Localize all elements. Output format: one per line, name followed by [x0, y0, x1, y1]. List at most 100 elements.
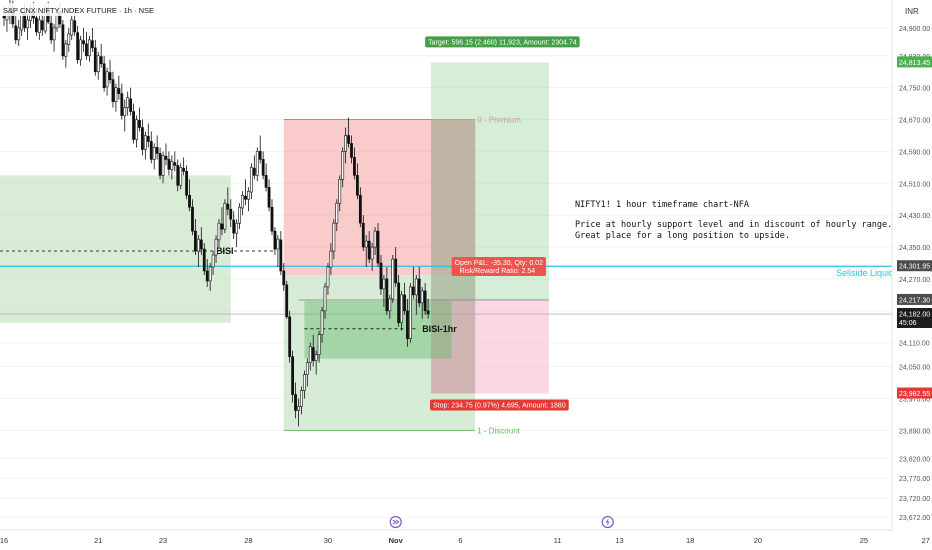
- candle-body: [288, 316, 292, 357]
- candle-body: [14, 25, 18, 41]
- target-tag-text: Target: 596.15 (2.460) 11,923, Amount: 2…: [428, 39, 577, 46]
- candle-body: [82, 40, 85, 45]
- forward-glyph: [392, 519, 400, 525]
- candle-body: [70, 19, 74, 36]
- candle-body: [64, 43, 68, 57]
- candle-body: [338, 179, 342, 204]
- currency-label: INR: [905, 7, 919, 16]
- price-badge-countdown: 45:06: [899, 320, 917, 327]
- candle-body: [238, 206, 242, 224]
- candle-body: [152, 147, 156, 160]
- candle-body: [52, 27, 56, 41]
- candle-body: [370, 246, 374, 260]
- candle-body: [120, 93, 124, 116]
- candle-body: [194, 230, 197, 252]
- price-tick: 23,672.00: [899, 515, 930, 522]
- candles: [2, 0, 430, 427]
- candle-body: [90, 40, 94, 49]
- candle-body: [323, 286, 327, 312]
- candle-body: [126, 97, 130, 108]
- candle-body: [217, 222, 221, 241]
- candle-body: [167, 159, 171, 170]
- timeframe: 1h: [124, 6, 132, 15]
- candle-body: [247, 190, 250, 200]
- price-tick: 24,270.00: [899, 277, 930, 284]
- exchange: NSE: [139, 6, 154, 15]
- position-stop-tag: Stop: 234.75 (0.97%) 4,695, Amount: 1880: [430, 399, 569, 411]
- price-badge-label: 23,982.55: [899, 391, 930, 398]
- price-badge: [897, 293, 932, 305]
- price-badge-label: 24,182.00: [899, 312, 930, 319]
- candle-body: [255, 151, 259, 176]
- price-axis-background: [892, 0, 932, 550]
- candle-body: [67, 33, 71, 45]
- stop-tag-background: [430, 399, 569, 411]
- candle-body: [373, 230, 377, 248]
- candle-body: [61, 24, 65, 57]
- time-tick: 23: [159, 536, 167, 545]
- annotation-note: NIFTY1! 1 hour timeframe chart-NFA Price…: [575, 200, 892, 241]
- time-tick: 27: [922, 536, 930, 545]
- candle-body: [129, 98, 133, 112]
- candle-body: [391, 258, 395, 300]
- candle-body: [111, 79, 115, 102]
- candle-body: [205, 270, 209, 282]
- price-tick: 24,670.00: [899, 118, 930, 125]
- bisi-1hr-zone: [304, 300, 452, 359]
- candle-body: [161, 155, 165, 176]
- price-badge-label: 24,301.95: [899, 264, 930, 271]
- candle-body: [426, 310, 430, 315]
- candle-body: [341, 151, 345, 180]
- candle-body: [2, 15, 6, 19]
- candle-body: [146, 135, 150, 142]
- flash-glyph: [605, 518, 610, 526]
- candle-body: [176, 165, 180, 186]
- candle-body: [149, 141, 153, 160]
- candle-body: [244, 195, 247, 200]
- candle-body: [96, 55, 100, 73]
- candle-body: [93, 47, 97, 73]
- stop-tag-text: Stop: 234.75 (0.97%) 4,695, Amount: 1880: [433, 402, 566, 409]
- candle-body: [26, 19, 29, 29]
- candle-body: [400, 294, 403, 324]
- candle-body: [143, 135, 147, 150]
- earnings-forward-icon[interactable]: [389, 515, 402, 529]
- candle-body: [117, 88, 121, 94]
- price-badges: 24,813.45 24,301.95 24,217.30 24,182.0045:0…: [897, 56, 932, 399]
- candle-body: [223, 202, 227, 230]
- candle-body: [17, 27, 21, 41]
- price-badge: [897, 308, 932, 329]
- candle-body: [355, 175, 359, 196]
- price-tick: 24,590.00: [899, 149, 930, 156]
- candle-body: [403, 294, 406, 312]
- time-tick: 13: [615, 536, 623, 545]
- symbol-header[interactable]: S&P CNX NIFTY INDEX FUTURE · 1h · NSE: [3, 6, 154, 15]
- candle-body: [211, 254, 215, 268]
- candle-body: [102, 63, 106, 88]
- candle-body: [394, 258, 398, 284]
- target-tag-background: [425, 36, 580, 48]
- header-background: [0, 3, 136, 16]
- candle-body: [88, 39, 91, 57]
- price-badge: [897, 56, 932, 68]
- candle-body: [264, 175, 268, 188]
- price-tick: 23,820.00: [899, 456, 930, 463]
- candle-body: [385, 278, 389, 312]
- time-axis[interactable]: 1621232830Nov6111318202527Dec911: [0, 536, 932, 545]
- candle-body: [308, 346, 312, 363]
- price-tick: 24,110.00: [899, 341, 930, 348]
- flash-icon[interactable]: [601, 515, 614, 529]
- time-tick: 18: [686, 536, 694, 545]
- candle-body: [282, 270, 286, 286]
- time-tick: 11: [554, 536, 562, 545]
- price-tick: 24,900.00: [899, 26, 930, 33]
- candle-body: [202, 248, 206, 272]
- candle-body: [300, 390, 303, 407]
- candle-body: [99, 56, 103, 65]
- pl-tag-background: [451, 256, 546, 276]
- header-separator-1: ·: [117, 6, 124, 15]
- bisi-1hr-label: BISI-1hr: [422, 324, 457, 334]
- candle-body: [170, 161, 174, 170]
- candle-body: [335, 202, 339, 224]
